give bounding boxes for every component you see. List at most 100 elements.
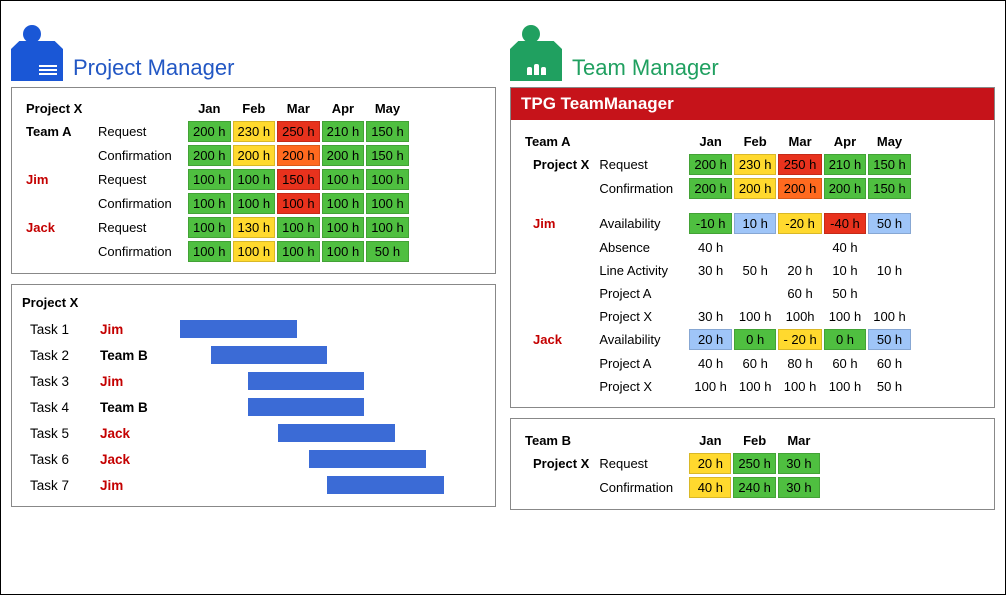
- row-label-1: [521, 283, 593, 303]
- month-header: Mar: [778, 430, 820, 450]
- row-label-1: Project X: [521, 154, 593, 175]
- value-cell: 200 h: [689, 178, 732, 199]
- row-label-2: Line Activity: [595, 260, 687, 280]
- gantt-assignee-label: Jack: [100, 426, 180, 441]
- month-header: Mar: [277, 99, 320, 118]
- gantt-track: [180, 320, 487, 338]
- gantt-assignee-label: Jim: [100, 322, 180, 337]
- gantt-track: [180, 398, 487, 416]
- table-row: Confirmation40 h240 h30 h: [521, 477, 820, 498]
- row-label-2: Project A: [595, 283, 687, 303]
- value-cell: 230 h: [233, 121, 276, 142]
- value-cell: 200 h: [778, 178, 821, 199]
- table-row: Project A40 h60 h80 h60 h60 h: [521, 353, 911, 373]
- value-cell: 60 h: [734, 353, 777, 373]
- gantt-row: Task 7Jim: [20, 472, 487, 498]
- row-label-2: Availability: [595, 213, 687, 234]
- gantt-row: Task 5Jack: [20, 420, 487, 446]
- month-header: May: [868, 131, 911, 151]
- table-row: Team AJanFebMarAprMay: [521, 131, 911, 151]
- tm-teamb-panel: Team BJanFebMarProject XRequest20 h250 h…: [510, 418, 995, 510]
- value-cell: -40 h: [824, 213, 867, 234]
- value-cell: 200 h: [277, 145, 320, 166]
- table-row: Project X100 h100 h100 h100 h50 h: [521, 376, 911, 396]
- value-cell: -10 h: [689, 213, 732, 234]
- table-project: Project X: [22, 99, 92, 118]
- gantt-assignee-label: Jim: [100, 478, 180, 493]
- table-row: Project XRequest200 h230 h250 h210 h150 …: [521, 154, 911, 175]
- value-cell: 250 h: [778, 154, 821, 175]
- value-cell: - 20 h: [778, 329, 821, 350]
- row-label-1: [521, 260, 593, 280]
- table-row: Confirmation200 h200 h200 h200 h150 h: [22, 145, 409, 166]
- gantt-track: [180, 372, 487, 390]
- table-row: JimRequest100 h100 h150 h100 h100 h: [22, 169, 409, 190]
- tm-teamb-table: Team BJanFebMarProject XRequest20 h250 h…: [519, 427, 822, 501]
- value-cell: [868, 283, 911, 303]
- value-cell: 150 h: [366, 145, 409, 166]
- value-cell: 50 h: [868, 329, 911, 350]
- tm-avatar-icon: [510, 25, 562, 81]
- value-cell: 10 h: [734, 213, 777, 234]
- value-cell: 50 h: [366, 241, 409, 262]
- gantt-bar: [278, 424, 395, 442]
- value-cell: 60 h: [868, 353, 911, 373]
- tm-title: Team Manager: [572, 55, 719, 81]
- gantt-task-label: Task 2: [20, 348, 100, 363]
- pm-header: Project Manager: [11, 11, 496, 81]
- value-cell: -20 h: [778, 213, 821, 234]
- value-cell: [778, 237, 821, 257]
- table-row: Team BJanFebMar: [521, 430, 820, 450]
- value-cell: 210 h: [824, 154, 867, 175]
- row-label-2: Request: [94, 121, 186, 142]
- gantt-project-title: Project X: [20, 293, 487, 316]
- gantt-row: Task 6Jack: [20, 446, 487, 472]
- value-cell: 100 h: [366, 193, 409, 214]
- value-cell: 50 h: [734, 260, 777, 280]
- row-label-2: Confirmation: [595, 477, 687, 498]
- value-cell: 60 h: [778, 283, 821, 303]
- value-cell: 200 h: [233, 145, 276, 166]
- value-cell: 200 h: [322, 145, 365, 166]
- gantt-task-label: Task 4: [20, 400, 100, 415]
- project-manager-column: Project Manager Project XJanFebMarAprMay…: [11, 11, 496, 520]
- row-label-2: Project X: [595, 376, 687, 396]
- table-row: JimAvailability-10 h10 h-20 h-40 h50 h: [521, 213, 911, 234]
- table-row: Confirmation100 h100 h100 h100 h50 h: [22, 241, 409, 262]
- gantt-task-label: Task 6: [20, 452, 100, 467]
- tm-main-panel: TPG TeamManager Team AJanFebMarAprMayPro…: [510, 87, 995, 408]
- row-label-1: [521, 353, 593, 373]
- gantt-track: [180, 450, 487, 468]
- value-cell: [868, 237, 911, 257]
- row-label-1: [521, 178, 593, 199]
- value-cell: 100 h: [734, 306, 777, 326]
- table-row: JackAvailability20 h0 h- 20 h0 h50 h: [521, 329, 911, 350]
- row-label-1: Team A: [22, 121, 92, 142]
- gantt-chart: Task 1JimTask 2Team BTask 3JimTask 4Team…: [20, 316, 487, 498]
- gantt-task-label: Task 7: [20, 478, 100, 493]
- value-cell: 40 h: [689, 237, 732, 257]
- gantt-bar: [309, 450, 426, 468]
- month-header: Feb: [734, 131, 777, 151]
- gantt-assignee-label: Team B: [100, 400, 180, 415]
- row-label-2: Absence: [595, 237, 687, 257]
- value-cell: 100h: [778, 306, 821, 326]
- value-cell: 30 h: [778, 477, 820, 498]
- value-cell: 100 h: [277, 193, 320, 214]
- value-cell: 100 h: [322, 193, 365, 214]
- value-cell: 200 h: [188, 145, 231, 166]
- row-label-2: Confirmation: [595, 178, 687, 199]
- row-label-1: Jim: [521, 213, 593, 234]
- tm-allocation-table: Team AJanFebMarAprMay Project XRequest200…: [519, 128, 913, 399]
- row-label-1: Jim: [22, 169, 92, 190]
- row-label-1: Jack: [521, 329, 593, 350]
- gantt-bar: [327, 476, 444, 494]
- gantt-bar: [248, 372, 365, 390]
- row-label-1: [521, 237, 593, 257]
- value-cell: 150 h: [366, 121, 409, 142]
- table-row: Absence40 h40 h: [521, 237, 911, 257]
- row-label-1: [521, 477, 593, 498]
- value-cell: [734, 237, 777, 257]
- row-label-2: Project X: [595, 306, 687, 326]
- row-label-2: [595, 131, 687, 151]
